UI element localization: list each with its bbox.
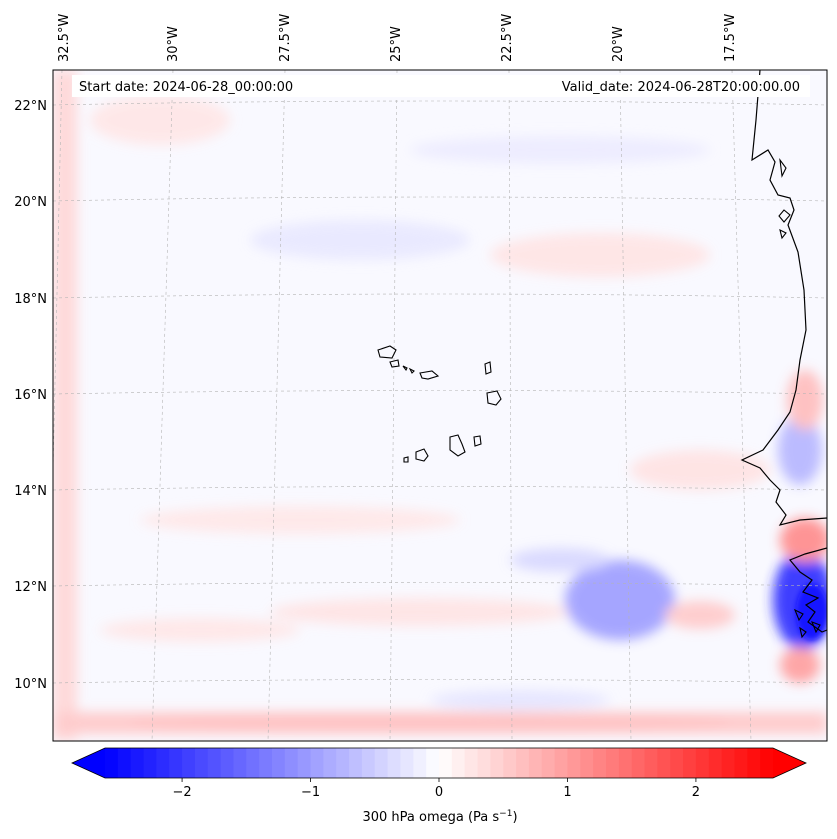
colorbar-segment	[349, 748, 363, 778]
colorbar-segment	[117, 748, 132, 778]
colorbar-segment	[528, 748, 543, 778]
colorbar-segment	[708, 748, 723, 778]
colorbar-segment	[143, 748, 157, 778]
colorbar-segment	[374, 748, 389, 778]
colorbar-segment	[567, 748, 581, 778]
colorbar-tick-label: −1	[301, 785, 320, 800]
lon-label-30w: 30°W	[166, 26, 181, 62]
colorbar-segment	[220, 748, 235, 778]
lat-label-18n: 18°N	[14, 292, 47, 307]
colorbar-min-extend	[72, 748, 105, 778]
colorbar-outline	[71, 747, 807, 779]
map-frame	[52, 69, 828, 742]
colorbar-segment	[156, 748, 170, 778]
colorbar-tick-label: 2	[692, 785, 700, 800]
lat-label-12n: 12°N	[14, 580, 47, 595]
colorbar-segment	[207, 748, 222, 778]
colorbar-ticks: −2 −1 0 1 2	[172, 778, 700, 800]
colorbar-segment	[631, 748, 646, 778]
colorbar: −2 −1 0 1 2 300 hPa omega (Pa s−1)	[71, 747, 807, 825]
colorbar-segment	[361, 748, 376, 778]
lat-label-10n: 10°N	[14, 677, 47, 692]
colorbar-segment	[272, 748, 286, 778]
colorbar-segment	[259, 748, 273, 778]
coastline-africa-south	[789, 547, 827, 633]
coastline-islands-bissagos	[778, 158, 821, 639]
colorbar-segment	[580, 748, 594, 778]
colorbar-segment	[747, 748, 761, 778]
lon-label-17-5w: 17.5°W	[723, 14, 738, 62]
cape-verde-islands	[377, 345, 502, 463]
start-date-label: Start date: 2024-06-28_00:00:00	[79, 80, 293, 95]
colorbar-segment	[683, 748, 697, 778]
longitude-labels: 32.5°W 30°W 27.5°W 25°W 22.5°W 20°W 17.5…	[57, 14, 738, 62]
colorbar-label: 300 hPa omega (Pa s−1)	[362, 809, 517, 825]
colorbar-segment	[644, 748, 658, 778]
colorbar-segment	[246, 748, 260, 778]
lon-label-27-5w: 27.5°W	[278, 14, 293, 62]
colorbar-segment	[657, 748, 671, 778]
colorbar-segment	[477, 748, 491, 778]
lat-label-22n: 22°N	[14, 99, 47, 114]
colorbar-segment	[387, 748, 402, 778]
valid-date-label: Valid_date: 2024-06-28T20:00:00.00	[562, 80, 800, 95]
lat-label-20n: 20°N	[14, 195, 47, 210]
colorbar-segment	[130, 748, 145, 778]
colorbar-segment	[426, 748, 440, 778]
colorbar-segment	[297, 748, 312, 778]
colorbar-segment	[451, 748, 466, 778]
colorbar-segment	[503, 748, 517, 778]
colorbar-segment	[490, 748, 504, 778]
colorbar-segment	[233, 748, 247, 778]
colorbar-segment	[323, 748, 337, 778]
map-panel[interactable]	[47, 70, 833, 741]
colorbar-segment	[336, 748, 350, 778]
colorbar-segment	[760, 748, 774, 778]
colorbar-max-extend	[773, 748, 806, 778]
graticule	[53, 70, 827, 741]
lon-label-25w: 25°W	[389, 26, 404, 62]
colorbar-tick-label: 1	[563, 785, 571, 800]
lon-label-22-5w: 22.5°W	[500, 14, 515, 62]
colorbar-segment	[182, 748, 196, 778]
colorbar-segment	[464, 748, 479, 778]
colorbar-segment	[618, 748, 633, 778]
colorbar-segment	[554, 748, 569, 778]
colorbar-segment	[194, 748, 209, 778]
coastline-africa	[740, 70, 827, 526]
colorbar-segment	[734, 748, 748, 778]
header-box	[72, 75, 810, 97]
colorbar-segment	[721, 748, 736, 778]
colorbar-tick-label: 0	[435, 785, 443, 800]
colorbar-segment	[606, 748, 620, 778]
colorbar-segment	[670, 748, 684, 778]
colorbar-segment	[695, 748, 710, 778]
colorbar-segment	[516, 748, 530, 778]
colorbar-tick-label: −2	[172, 785, 191, 800]
colorbar-segments	[72, 748, 806, 778]
colorbar-segment	[284, 748, 299, 778]
colorbar-segment	[439, 748, 453, 778]
colorbar-segment	[310, 748, 324, 778]
lon-label-20w: 20°W	[611, 26, 626, 62]
latitude-labels: 22°N 20°N 18°N 16°N 14°N 12°N 10°N	[14, 99, 47, 692]
colorbar-segment	[541, 748, 556, 778]
colorbar-segment	[413, 748, 427, 778]
colorbar-segment	[593, 748, 607, 778]
lat-label-14n: 14°N	[14, 484, 47, 499]
colorbar-segment	[169, 748, 183, 778]
omega-field	[53, 70, 827, 741]
lon-label-32-5w: 32.5°W	[57, 14, 72, 62]
colorbar-segment	[105, 748, 119, 778]
colorbar-segment	[400, 748, 414, 778]
lat-label-16n: 16°N	[14, 388, 47, 403]
